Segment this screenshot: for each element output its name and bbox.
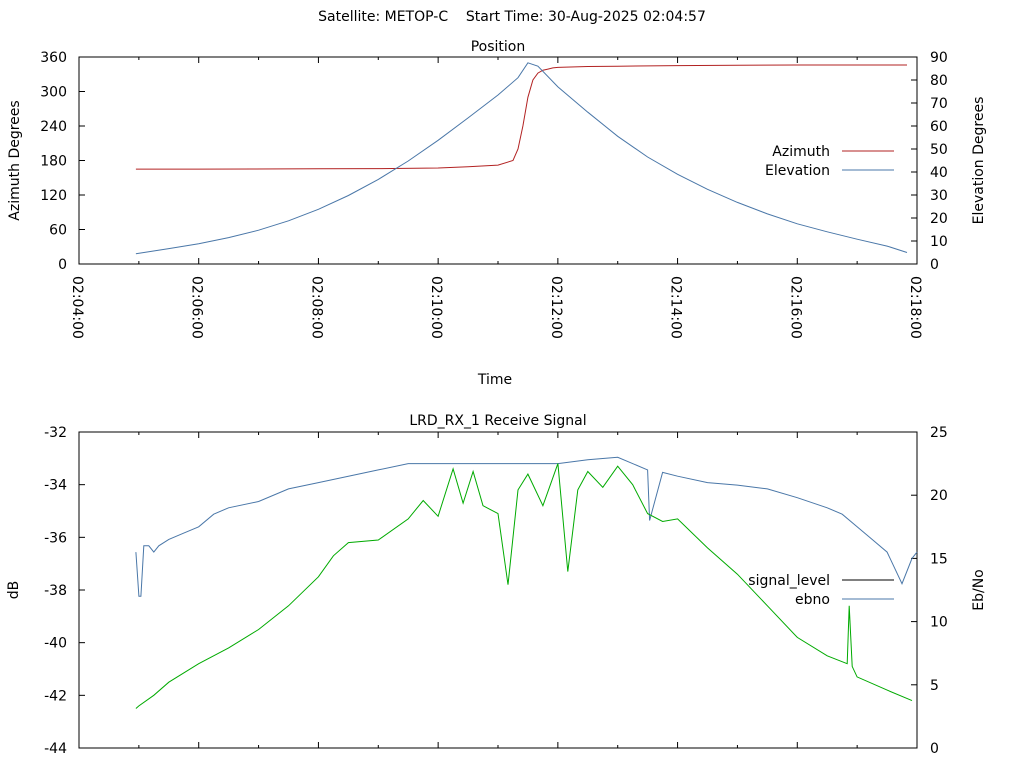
y-tick-label: -42 [44, 688, 67, 704]
y2-tick-label: 10 [930, 615, 948, 631]
y-tick-label: -44 [44, 741, 67, 757]
y2-tick-label: 80 [930, 73, 948, 89]
legend-label-ebno: ebno [795, 592, 830, 608]
y2-tick-label: 30 [930, 188, 948, 204]
y2-tick-label: 0 [930, 741, 939, 757]
y-tick-label: -34 [44, 478, 67, 494]
series-line-series-2 [135, 463, 913, 709]
y-axis-label: Azimuth Degrees [7, 100, 23, 220]
x-tick-label: 02:16:00 [787, 276, 803, 339]
y-tick-label: 0 [58, 257, 67, 273]
y-tick-label: 360 [40, 50, 67, 66]
x-tick-label: 02:14:00 [668, 276, 684, 339]
y-axis-label: dB [6, 581, 22, 600]
y2-axis-label: Elevation Degrees [971, 97, 987, 225]
y-tick-label: 60 [49, 223, 67, 239]
y2-tick-label: 0 [930, 257, 939, 273]
y2-tick-label: 40 [930, 165, 948, 181]
receive-signal-chart: LRD_RX_1 Receive Signal -44 -42 -40 -38 -36 -3… [6, 413, 987, 757]
y2-axis-label: Eb/No [971, 569, 987, 611]
x-tick-label: 02:10:00 [428, 276, 444, 339]
series-line-ebno [135, 456, 918, 597]
y-tick-label: -38 [44, 583, 67, 599]
x-tick-label: 02:18:00 [907, 276, 923, 339]
plot-frame [78, 431, 918, 749]
y2-tick-label: 15 [930, 551, 948, 567]
y-tick-label: -40 [44, 636, 67, 652]
x-tick-label: 02:04:00 [69, 276, 85, 339]
position-chart: Position 0 60 120 180 240 300 360 0 10 20 30 40 50 60 7… [7, 39, 987, 388]
legend-label-signal-level: signal_level [748, 573, 830, 589]
y-tick-label: 240 [40, 119, 67, 135]
y2-tick-label: 5 [930, 678, 939, 694]
x-tick-label: 02:08:00 [308, 276, 324, 339]
y-tick-label: -32 [44, 425, 67, 441]
x-tick-label: 02:12:00 [548, 276, 564, 339]
y-tick-label: 120 [40, 188, 67, 204]
chart-title: LRD_RX_1 Receive Signal [409, 413, 586, 429]
y2-tick-label: 25 [930, 425, 948, 441]
chart-title: Position [471, 39, 526, 55]
y2-tick-label: 60 [930, 119, 948, 135]
plot-frame [78, 56, 918, 265]
x-axis-label: Time [477, 372, 512, 388]
y2-tick-label: 50 [930, 142, 948, 158]
y-tick-label: 180 [40, 154, 67, 170]
legend-label-elevation: Elevation [765, 163, 830, 179]
legend-label-azimuth: Azimuth [772, 144, 830, 160]
y2-tick-label: 20 [930, 211, 948, 227]
figure-header: Satellite: METOP-C Start Time: 30-Aug-20… [318, 9, 706, 25]
x-tick-label: 02:06:00 [189, 276, 205, 339]
y2-tick-label: 20 [930, 488, 948, 504]
y-tick-label: 300 [40, 85, 67, 101]
y2-tick-label: 70 [930, 96, 948, 112]
y2-tick-label: 90 [930, 50, 948, 66]
y-tick-label: -36 [44, 530, 67, 546]
series-line-elevation [135, 62, 908, 255]
series-line-azimuth [135, 64, 907, 170]
y2-tick-label: 10 [930, 234, 948, 250]
